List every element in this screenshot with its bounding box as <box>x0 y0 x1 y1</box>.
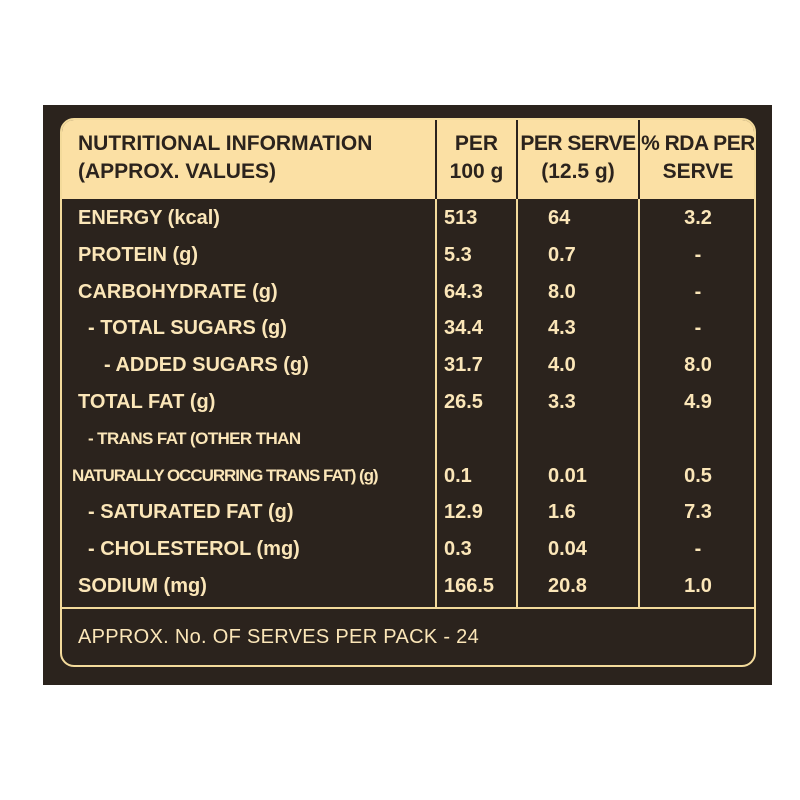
value-rda: 3.2 <box>684 207 712 229</box>
value-per-100g: 5.3 <box>444 243 472 266</box>
value-per-100g: 0.1 <box>444 464 472 487</box>
nutrient-label: PROTEIN (g) <box>78 243 198 266</box>
header-perserve-line2: (12.5 g) <box>541 160 615 183</box>
footer-divider <box>62 607 754 609</box>
nutrient-label: - CHOLESTEROL (mg) <box>88 538 300 561</box>
value-rda: - <box>694 538 702 561</box>
value-per-serve: 0.01 <box>548 464 587 487</box>
value-per-serve: 20.8 <box>548 575 587 597</box>
header-divider <box>435 120 437 199</box>
header-perserve-line1: PER SERVE <box>520 132 636 155</box>
value-per-100g: 0.3 <box>444 538 472 561</box>
column-divider <box>435 199 437 609</box>
value-per-serve: 0.04 <box>548 538 587 561</box>
column-divider <box>516 199 518 609</box>
nutrient-label: NATURALLY OCCURRING TRANS FAT) (g) <box>72 465 379 485</box>
value-rda: 1.0 <box>684 575 712 597</box>
nutrient-label: SODIUM (mg) <box>78 575 207 597</box>
value-per-100g: 166.5 <box>444 575 495 597</box>
value-rda: 7.3 <box>684 501 712 524</box>
nutrient-label: CARBOHYDRATE (g) <box>78 280 278 303</box>
nutrient-label: - SATURATED FAT (g) <box>88 501 294 524</box>
value-rda: - <box>694 280 702 303</box>
value-per-serve: 1.6 <box>548 501 576 524</box>
value-per-serve: 8.0 <box>548 280 576 303</box>
nutrient-label: ENERGY (kcal) <box>78 207 220 229</box>
header-rda-line2: SERVE <box>662 160 734 183</box>
header-divider <box>516 120 518 199</box>
value-per-serve: 0.7 <box>548 243 576 266</box>
value-per-100g: 64.3 <box>444 280 483 303</box>
header-nutrient-title: NUTRITIONAL INFORMATION <box>78 132 373 155</box>
value-per-100g: 31.7 <box>444 354 483 377</box>
header-divider <box>638 120 640 199</box>
value-per-serve: 4.3 <box>548 317 576 340</box>
value-rda: - <box>694 317 702 340</box>
nutrition-panel: NUTRITIONAL INFORMATION (APPROX. VALUES)… <box>43 105 772 685</box>
nutrient-label: TOTAL FAT (g) <box>78 391 216 413</box>
nutrient-label: - TOTAL SUGARS (g) <box>88 317 287 340</box>
nutrient-label: - TRANS FAT (OTHER THAN <box>88 428 301 448</box>
nutrition-table: NUTRITIONAL INFORMATION (APPROX. VALUES)… <box>60 118 756 667</box>
value-rda: 4.9 <box>684 391 712 413</box>
value-rda: 0.5 <box>684 464 712 487</box>
header-nutrient-subtitle: (APPROX. VALUES) <box>78 160 276 183</box>
nutrient-label: - ADDED SUGARS (g) <box>104 354 309 377</box>
value-per-serve: 64 <box>548 207 571 229</box>
value-per-100g: 34.4 <box>444 317 483 340</box>
value-per-serve: 3.3 <box>548 391 576 413</box>
value-per-100g: 513 <box>444 207 478 229</box>
value-per-100g: 26.5 <box>444 391 483 413</box>
header-per100-line1: PER <box>454 132 499 155</box>
value-per-100g: 12.9 <box>444 501 483 524</box>
header-rda-line1: % RDA PER <box>641 132 755 155</box>
header-per100-line2: 100 g <box>449 160 504 183</box>
value-rda: - <box>694 243 702 266</box>
column-divider <box>638 199 640 609</box>
value-rda: 8.0 <box>684 354 712 377</box>
value-per-serve: 4.0 <box>548 354 576 377</box>
serves-per-pack: APPROX. No. OF SERVES PER PACK - 24 <box>78 626 479 648</box>
